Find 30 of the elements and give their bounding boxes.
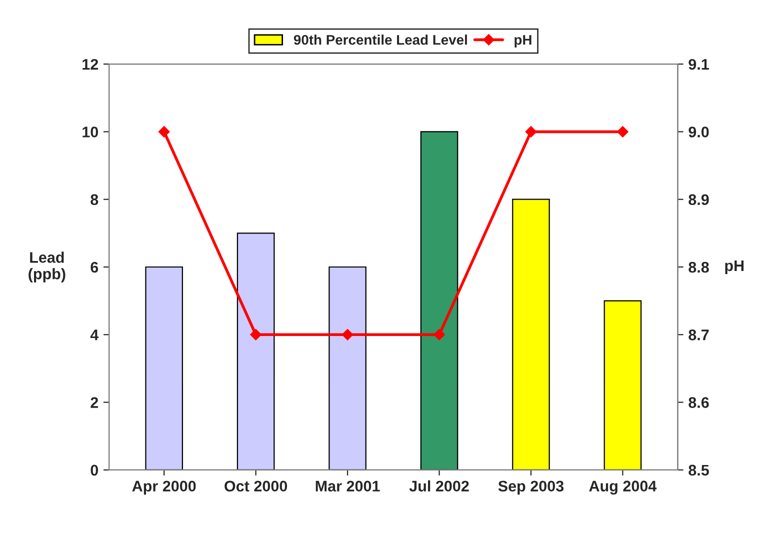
y2-tick-label: 8.8 (688, 262, 709, 273)
y-tick-label: 0 (90, 464, 98, 476)
y-tick-label: 6 (90, 262, 98, 273)
x-tick-label: Apr 2000 (132, 480, 196, 495)
y-tick-label: 12 (82, 58, 98, 70)
x-tick-label: Oct 2000 (224, 480, 288, 492)
y2-tick-label: 9.1 (688, 58, 709, 70)
legend-label: pH (514, 35, 532, 48)
x-tick-label: Aug 2004 (589, 480, 657, 495)
bar (420, 131, 458, 470)
x-tick-label: Mar 2001 (316, 480, 380, 492)
bar (512, 198, 550, 470)
y-tick-label: 2 (90, 397, 98, 408)
y2-tick-label: 9.0 (688, 126, 709, 138)
y-tick-label: 4 (90, 330, 99, 340)
bar (604, 300, 642, 470)
y2-tick-label: 8.5 (688, 464, 709, 476)
bar (236, 232, 275, 470)
x-tick-label: Jul 2002 (409, 480, 469, 492)
y2-axis-title: pH (725, 260, 744, 274)
bar (328, 266, 366, 470)
bar (145, 266, 183, 470)
y2-tick-label: 8.7 (688, 330, 709, 340)
y-axis-title: Lead (ppb) (28, 252, 66, 282)
y-tick-label: 10 (82, 126, 98, 138)
y2-tick-label: 8.9 (688, 194, 709, 206)
y2-tick-label: 8.6 (688, 397, 709, 408)
y-tick-label: 8 (90, 194, 98, 206)
legend-label: 90th Percentile Lead Level (294, 34, 467, 45)
x-tick-label: Sep 2003 (498, 480, 564, 495)
